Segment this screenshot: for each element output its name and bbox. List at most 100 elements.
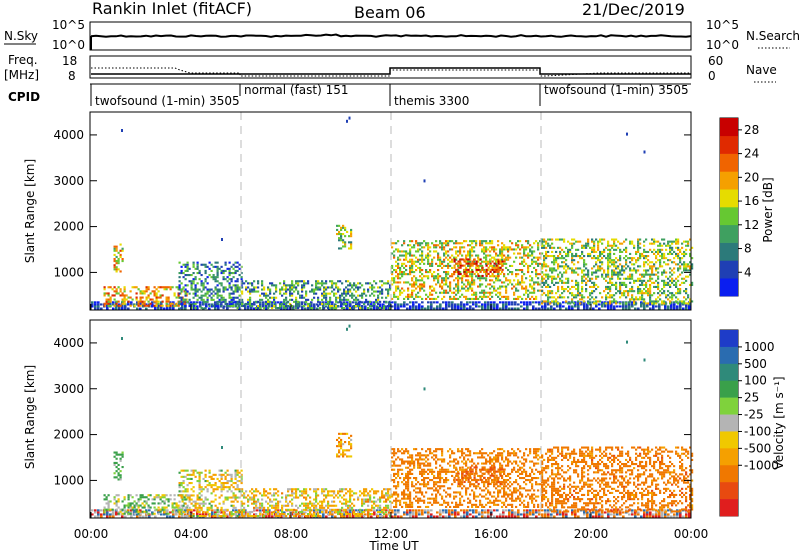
scatter-cell <box>483 246 485 248</box>
scatter-cell <box>437 253 439 255</box>
scatter-cell <box>565 513 568 515</box>
scatter-cell <box>193 262 195 264</box>
scatter-cell <box>241 305 243 307</box>
scatter-cell <box>397 250 399 252</box>
scatter-cell <box>559 257 561 259</box>
scatter-cell <box>485 242 487 244</box>
scatter-cell <box>261 282 263 284</box>
scatter-cell <box>595 263 597 265</box>
scatter-cell <box>341 303 343 305</box>
scatter-cell <box>144 496 146 498</box>
scatter-cell <box>110 286 112 288</box>
scatter-cell <box>591 267 593 269</box>
scatter-cell <box>493 250 495 252</box>
scatter-cell <box>413 263 415 265</box>
scatter-cell <box>541 278 543 280</box>
scatter-cell <box>307 516 310 518</box>
scatter-cell <box>532 511 535 513</box>
scatter-cell <box>383 305 385 307</box>
scatter-cell <box>547 511 550 513</box>
scatter-cell <box>227 499 229 501</box>
scatter-cell <box>120 509 122 511</box>
scatter-cell <box>205 295 207 297</box>
scatter-cell <box>265 494 267 496</box>
scatter-cell <box>509 265 511 267</box>
scatter-cell <box>181 482 183 484</box>
scatter-cell <box>652 513 655 515</box>
scatter-cell <box>611 239 613 241</box>
scatter-cell <box>229 486 231 488</box>
scatter-cell <box>108 292 110 294</box>
scatter-cell <box>575 255 577 257</box>
scatter-cell <box>658 308 661 310</box>
scatter-cell <box>112 308 115 310</box>
scatter-cell <box>637 292 639 294</box>
scatter-cell <box>179 472 181 474</box>
scatter-cell <box>148 509 151 511</box>
scatter-cell <box>215 262 217 264</box>
scatter-cell <box>561 276 563 278</box>
scatter-cell <box>619 286 621 288</box>
scatter-cell <box>436 308 439 310</box>
scatter-cell <box>505 298 507 300</box>
scatter-cell <box>229 480 231 482</box>
scatter-cell <box>309 305 311 307</box>
scatter-cell <box>385 308 388 310</box>
scatter-cell <box>553 300 555 302</box>
scatter-cell <box>465 255 467 257</box>
scatter-cell <box>561 286 563 288</box>
scatter-cell <box>406 303 409 305</box>
scatter-cell <box>567 265 569 267</box>
scatter-cell <box>267 513 269 515</box>
scatter-cell <box>267 295 269 297</box>
scatter-cell <box>409 261 411 263</box>
scatter-cell <box>388 511 391 513</box>
scatter-cell <box>637 308 640 310</box>
scatter-cell <box>477 286 479 288</box>
scatter-cell <box>571 280 573 282</box>
scatter-cell <box>631 286 633 288</box>
scatter-cell <box>658 516 661 518</box>
scatter-cell <box>595 513 598 515</box>
scatter-cell <box>214 509 217 511</box>
scatter-cell <box>675 286 677 288</box>
scatter-cell <box>592 308 595 310</box>
scatter-cell <box>669 302 671 304</box>
scatter-cell <box>671 292 673 294</box>
scatter-cell <box>215 494 217 496</box>
scatter-cell <box>423 246 425 248</box>
scatter-cell <box>156 299 158 301</box>
scatter-cell <box>615 292 617 294</box>
scatter-cell <box>551 261 553 263</box>
scatter-cell <box>607 274 609 276</box>
scatter-cell <box>565 269 567 271</box>
scatter-cell <box>397 308 400 310</box>
scatter-cell <box>515 242 517 244</box>
scatter-cell <box>169 516 172 518</box>
scatter-cell <box>233 497 235 499</box>
scatter-cell <box>205 293 207 295</box>
scatter-cell <box>471 283 473 285</box>
scatter-cell <box>430 516 433 518</box>
scatter-cell <box>563 288 565 290</box>
scatter-cell <box>323 289 325 291</box>
scatter-cell <box>683 282 685 284</box>
scatter-cell <box>502 301 505 303</box>
scatter-cell <box>484 308 487 310</box>
scatter-cell <box>415 277 417 279</box>
scatter-cell <box>679 516 682 518</box>
scatter-cell <box>647 269 649 271</box>
scatter-cell <box>429 292 431 294</box>
scatter-cell <box>197 262 199 264</box>
scatter-cell <box>471 281 473 283</box>
scatter-cell <box>527 257 529 259</box>
scatter-cell <box>605 274 607 276</box>
scatter-cell <box>513 279 515 281</box>
scatter-cell <box>466 301 469 303</box>
scatter-cell <box>197 494 199 496</box>
scatter-cell <box>415 288 417 290</box>
scatter-cell <box>583 300 585 302</box>
scatter-cell <box>485 250 487 252</box>
scatter-cell <box>478 275 480 277</box>
scatter-cell <box>235 494 237 496</box>
